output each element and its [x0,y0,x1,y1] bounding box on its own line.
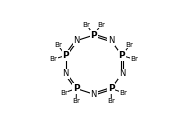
Text: N: N [62,69,69,78]
Text: Br: Br [119,90,127,96]
Text: Br: Br [49,56,57,62]
Text: P: P [62,51,69,60]
Text: Br: Br [54,42,62,48]
Text: Br: Br [60,90,68,96]
Text: Br: Br [72,98,80,104]
Text: P: P [73,84,80,93]
Text: Br: Br [126,42,134,48]
Text: P: P [108,84,115,93]
Text: N: N [108,36,114,45]
Text: N: N [119,69,125,78]
Text: Br: Br [107,98,115,104]
Text: Br: Br [97,22,105,28]
Text: P: P [119,51,125,60]
Text: N: N [91,90,97,99]
Text: Br: Br [82,22,90,28]
Text: P: P [90,31,97,40]
Text: Br: Br [130,56,138,62]
Text: N: N [73,36,80,45]
